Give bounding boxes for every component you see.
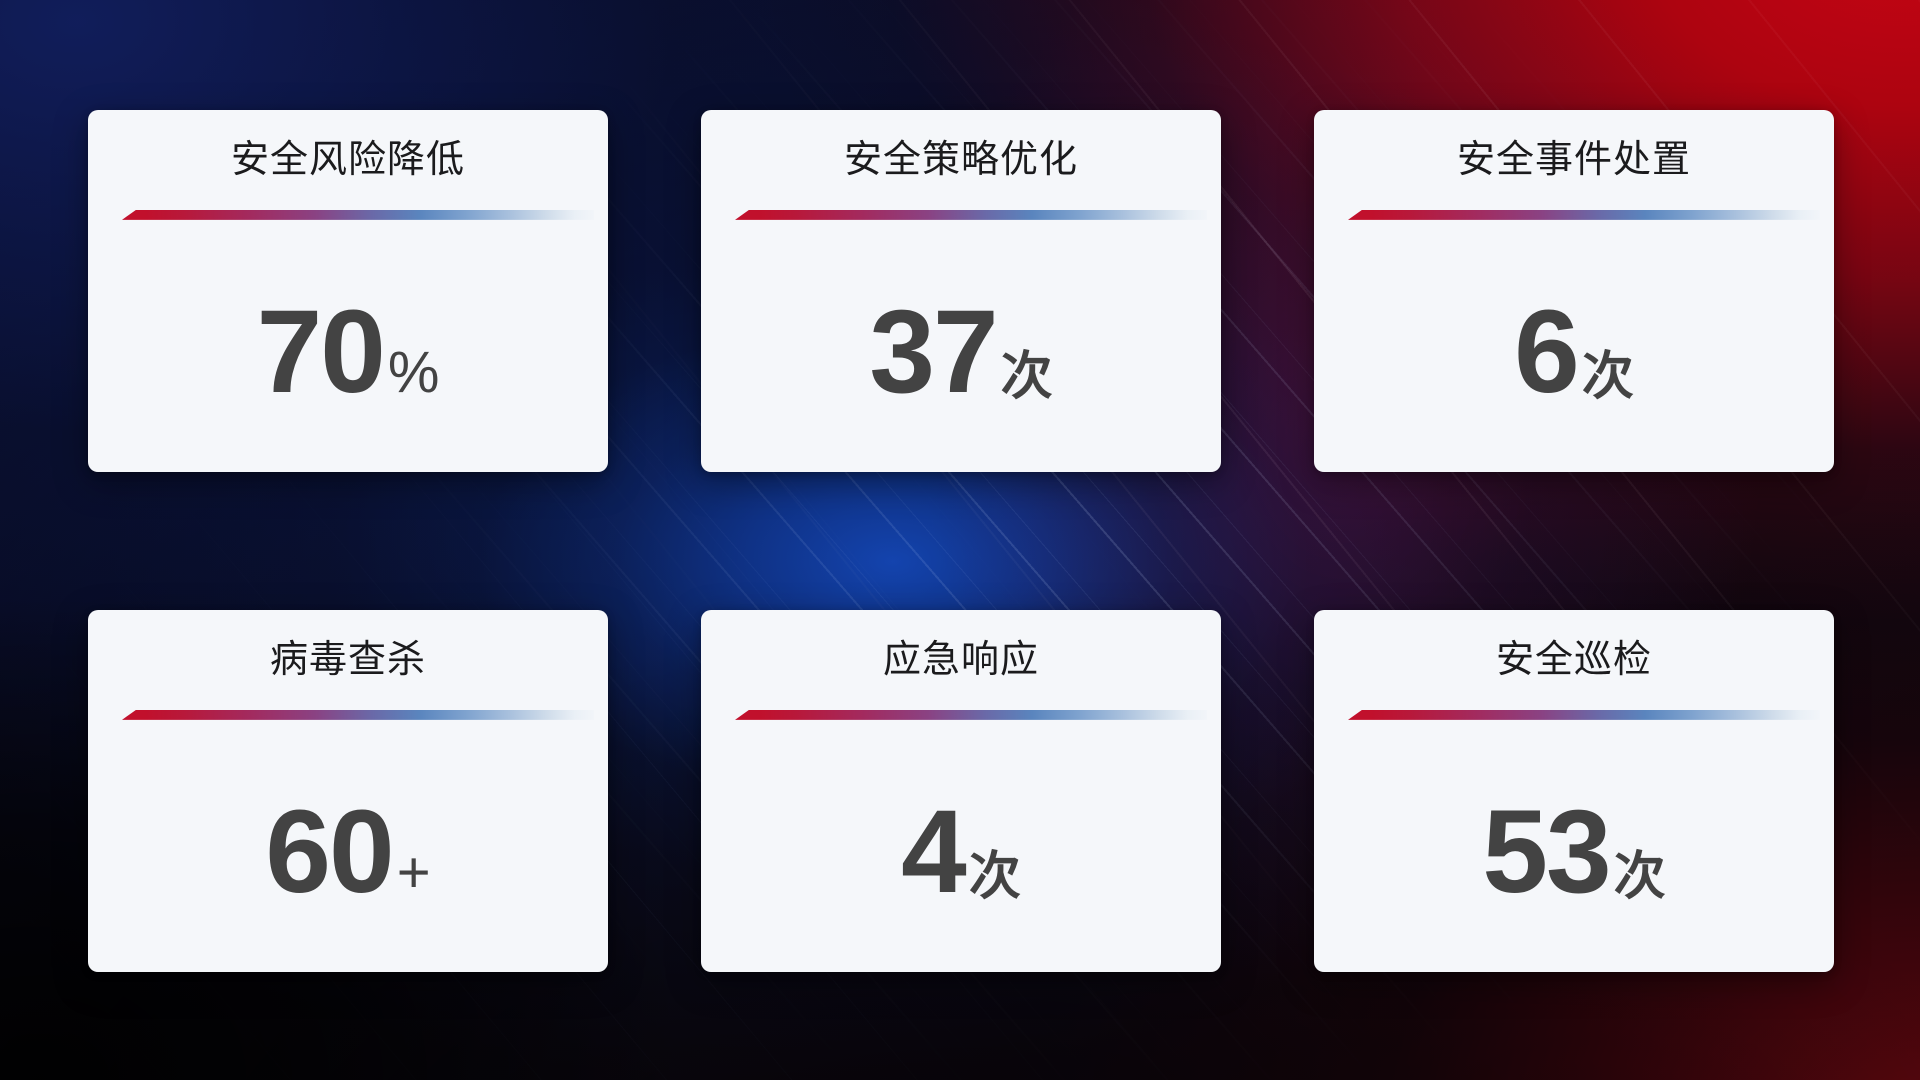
stat-card-suffix: % [387,340,440,406]
stat-card-value: 6 [1514,286,1580,419]
gradient-bar-icon [1348,209,1820,220]
stat-card-divider [88,709,608,721]
gradient-bar-icon [735,209,1207,220]
stat-card-title: 安全巡检 [1495,639,1652,681]
stat-card-suffix: 次 [968,848,1021,907]
stat-card-value: 37 [869,286,998,419]
stat-card-title: 安全风险降低 [230,139,465,181]
gradient-bar-icon [735,709,1207,720]
gradient-bar-icon [122,709,594,720]
stat-card-value: 4 [901,786,967,919]
stat-card-value: 60 [265,786,394,919]
stat-card-title: 病毒查杀 [269,639,426,681]
stat-card-value: 70 [256,286,386,419]
stat-card-value-row: 53 次 [1482,793,1665,911]
stat-card[interactable]: 应急响应 4 次 [701,610,1221,972]
stat-card-title: 安全事件处置 [1456,139,1691,181]
stat-card-divider [701,709,1221,721]
stat-card[interactable]: 病毒查杀 60 + [88,610,608,972]
gradient-bar-icon [1348,709,1820,720]
gradient-bar-icon [122,209,594,220]
stat-card-grid: 安全风险降低 70 % 安全策略优化 37 次 安全事件处置 [88,110,1834,972]
stat-card-suffix: + [396,840,431,906]
stat-card-divider [1314,209,1834,221]
stat-card-title: 应急响应 [882,639,1039,681]
stat-card-value-row: 70 % [257,293,440,411]
stat-card-title: 安全策略优化 [843,139,1078,181]
stat-card-divider [88,209,608,221]
stat-card-value-row: 6 次 [1514,293,1634,411]
stat-card-value: 53 [1482,786,1611,919]
stat-card[interactable]: 安全策略优化 37 次 [701,110,1221,472]
stat-card-divider [1314,709,1834,721]
stat-card-suffix: 次 [1581,348,1634,407]
stat-card-value-row: 60 + [265,793,430,911]
stat-card[interactable]: 安全巡检 53 次 [1314,610,1834,972]
stat-card[interactable]: 安全事件处置 6 次 [1314,110,1834,472]
stat-card-suffix: 次 [1000,348,1053,407]
stat-card-suffix: 次 [1613,848,1666,907]
stat-card[interactable]: 安全风险降低 70 % [88,110,608,472]
stat-card-value-row: 37 次 [869,293,1052,411]
stat-card-divider [701,209,1221,221]
stat-card-value-row: 4 次 [901,793,1021,911]
